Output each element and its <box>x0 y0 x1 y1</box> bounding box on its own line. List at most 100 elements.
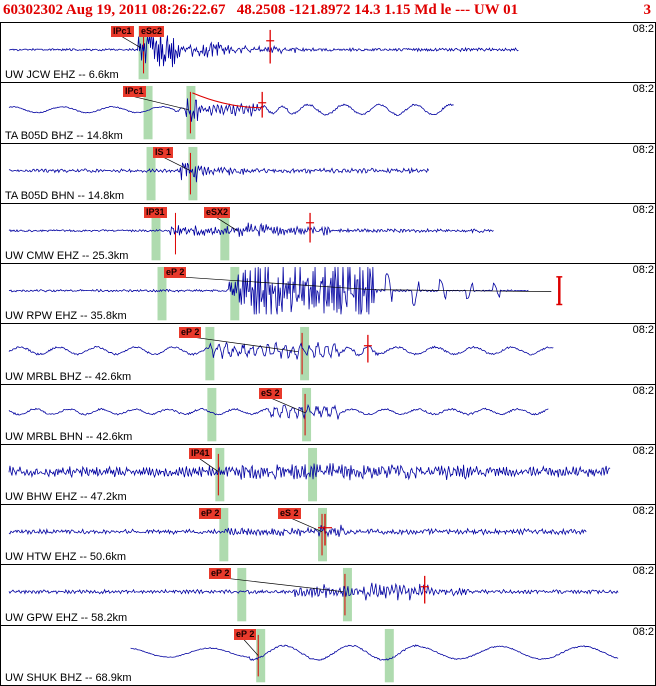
seismic-trace[interactable] <box>8 403 549 420</box>
waveform <box>8 327 554 381</box>
station-label: UW JCW EHZ -- 6.6km <box>5 69 119 82</box>
pick-leader-line <box>222 577 343 593</box>
seismic-trace[interactable] <box>8 162 430 182</box>
pick-leader-line <box>371 289 552 293</box>
phase-pick-label[interactable]: eP 2 <box>179 327 202 339</box>
pick-leader-line <box>289 517 323 533</box>
trace-panel[interactable]: TA B05D BHZ -- 14.8km 08:2 IPc1 <box>1 82 655 143</box>
station-label: TA B05D BHN -- 14.8km <box>5 189 124 202</box>
seismic-trace[interactable] <box>8 28 519 68</box>
pick-leader-line <box>190 336 299 353</box>
trace-panel[interactable]: UW MRBL BHN -- 42.6km 08:2 eS 2 <box>1 383 655 444</box>
phase-pick-label[interactable]: eP 2 <box>234 628 257 640</box>
seismic-trace[interactable] <box>8 583 619 601</box>
waveform <box>8 447 611 502</box>
pick-uncertainty-band <box>237 568 247 622</box>
station-label: UW GPW EHZ -- 58.2km <box>5 611 128 624</box>
phase-pick-label[interactable]: eS 2 <box>259 387 282 399</box>
station-label: UW SHUK BHZ -- 68.9km <box>5 671 132 684</box>
seismic-trace[interactable] <box>8 341 554 360</box>
phase-pick-label[interactable]: IS 1 <box>153 146 174 158</box>
phase-pick-label[interactable]: eS 2 <box>278 508 301 520</box>
pick-leader-line <box>130 95 189 111</box>
trace-panel[interactable]: UW CMW EHZ -- 25.3km 08:2 IP31 eSX2 <box>1 202 655 264</box>
time-label: 08:2 <box>632 324 654 337</box>
trace-panel[interactable]: UW JCW EHZ -- 6.6km 08:2 IPc1 eSc2 <box>1 22 655 83</box>
trace-panel[interactable]: UW RPW EHZ -- 35.8km 08:2 eP 2 <box>1 263 655 324</box>
trace-panel[interactable]: UW HTW EHZ -- 50.6km 08:2 eP 2 eS 2 <box>1 504 655 565</box>
pick-uncertainty-band <box>342 568 352 622</box>
pick-leader-line <box>120 35 141 48</box>
pick-leader-line <box>162 156 191 171</box>
pick-leader-line <box>215 216 238 231</box>
phase-pick-label[interactable]: IPc1 <box>111 26 134 37</box>
pick-uncertainty-band <box>256 628 266 682</box>
waveform <box>8 568 619 622</box>
station-label: UW HTW EHZ -- 50.6km <box>5 551 126 564</box>
station-label: TA B05D BHZ -- 14.8km <box>5 129 123 142</box>
trace-panel[interactable]: UW GPW EHZ -- 58.2km 08:2 eP 2 <box>1 564 655 625</box>
waveform <box>8 206 494 261</box>
station-label: UW CMW EHZ -- 25.3km <box>5 250 129 263</box>
trace-panel[interactable]: UW BHW EHZ -- 47.2km 08:2 IP41 <box>1 443 655 505</box>
pick-uncertainty-band <box>318 508 328 562</box>
time-label: 08:2 <box>632 625 654 638</box>
station-label: UW BHW EHZ -- 47.2km <box>5 491 127 504</box>
trace-panel[interactable]: UW MRBL BHZ -- 42.6km 08:2 eP 2 <box>1 323 655 384</box>
pick-uncertainty-band <box>146 146 156 200</box>
seismic-trace[interactable] <box>8 463 611 481</box>
pick-uncertainty-band <box>157 267 167 321</box>
seismic-trace[interactable] <box>8 222 494 237</box>
phase-pick-label[interactable]: eP 2 <box>199 508 222 520</box>
pick-leader-line <box>198 457 219 472</box>
seismic-trace[interactable] <box>8 524 587 538</box>
seismic-trace[interactable] <box>8 266 529 315</box>
pick-uncertainty-band <box>300 327 310 381</box>
time-label: 08:2 <box>632 23 654 35</box>
station-label: UW MRBL BHN -- 42.6km <box>5 430 133 443</box>
phase-pick-label[interactable]: eP 2 <box>209 568 232 580</box>
station-label: UW MRBL BHZ -- 42.6km <box>5 370 132 383</box>
time-label: 08:2 <box>632 203 654 216</box>
time-label: 08:2 <box>632 83 654 96</box>
pick-uncertainty-band <box>143 86 153 140</box>
waveform <box>8 266 563 321</box>
trace-panels: UW JCW EHZ -- 6.6km 08:2 IPc1 eSc2 TA B05… <box>0 22 656 686</box>
pick-leader-line <box>178 276 372 291</box>
waveform <box>8 86 454 140</box>
phase-pick-label[interactable]: eSX2 <box>204 206 231 218</box>
time-label: 08:2 <box>632 565 654 578</box>
phase-pick-label[interactable]: eP 2 <box>164 267 187 279</box>
trace-panel[interactable]: UW SHUK BHZ -- 68.9km 08:2 eP 2 <box>1 624 655 685</box>
phase-pick-label[interactable]: IP41 <box>189 447 212 459</box>
time-label: 08:2 <box>632 143 654 156</box>
time-label: 08:2 <box>632 505 654 518</box>
station-label: UW RPW EHZ -- 35.8km <box>5 310 127 323</box>
waveform <box>8 146 430 200</box>
pick-uncertainty-band <box>215 447 225 502</box>
pick-uncertainty-band <box>151 206 161 261</box>
seismic-trace[interactable] <box>8 98 454 123</box>
pick-uncertainty-band <box>302 387 312 441</box>
seismic-trace[interactable] <box>130 643 619 661</box>
pick-leader-line <box>242 638 259 656</box>
time-label: 08:2 <box>632 264 654 277</box>
header-page-number: 3 <box>643 2 652 18</box>
phase-pick-label[interactable]: eSc2 <box>139 26 165 37</box>
pick-uncertainty-band <box>219 508 229 562</box>
waveform <box>130 628 619 682</box>
trace-panel[interactable]: TA B05D BHN -- 14.8km 08:2 IS 1 <box>1 142 655 203</box>
pick-uncertainty-band <box>220 206 230 261</box>
pick-uncertainty-band <box>205 327 215 381</box>
coda-decay-curve <box>192 92 263 109</box>
pick-leader-line <box>270 397 306 413</box>
pick-uncertainty-band <box>384 628 394 682</box>
pick-uncertainty-band <box>207 387 217 441</box>
phase-pick-label[interactable]: IPc1 <box>123 86 146 98</box>
phase-pick-label[interactable]: IP31 <box>144 206 167 218</box>
event-header: 60302302 Aug 19, 2011 08:26:22.67 48.250… <box>0 0 656 22</box>
waveform <box>8 508 587 562</box>
waveform <box>8 25 519 80</box>
time-label: 08:2 <box>632 384 654 397</box>
